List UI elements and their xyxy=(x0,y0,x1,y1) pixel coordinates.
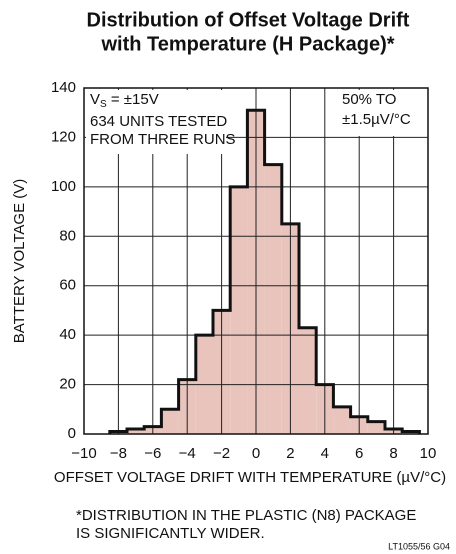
bar xyxy=(230,186,248,434)
x-tick-label: −4 xyxy=(179,445,196,462)
supply-text: = ±15V xyxy=(107,91,159,108)
x-tick-label: 10 xyxy=(420,445,437,462)
plot-frame xyxy=(83,87,429,435)
figure-code: LT1055/56 G04 xyxy=(388,541,450,551)
x-tick-label: 4 xyxy=(321,445,329,462)
x-tick-label: 0 xyxy=(252,445,260,462)
bar xyxy=(127,429,145,434)
x-tick-label: −10 xyxy=(71,445,96,462)
supply-label: VS = ±15V xyxy=(90,91,159,110)
bar xyxy=(367,421,385,434)
footnote: *DISTRIBUTION IN THE PLASTIC (N8) PACKAG… xyxy=(76,507,416,524)
y-tick-label: 40 xyxy=(59,326,76,343)
x-tick-label: −8 xyxy=(110,445,127,462)
x-tick-label: −2 xyxy=(213,445,230,462)
x-tick-label: 8 xyxy=(389,445,397,462)
annotation: FROM THREE RUNS xyxy=(90,131,236,148)
supply-symbol: V xyxy=(90,91,100,108)
y-tick-label: 140 xyxy=(51,79,76,96)
y-tick-label: 60 xyxy=(59,277,76,294)
annotation-bg xyxy=(86,90,226,154)
x-tick-label: 6 xyxy=(355,445,363,462)
annotation: 634 UNITS TESTED xyxy=(90,113,227,130)
bar xyxy=(264,164,282,434)
bar xyxy=(333,406,351,434)
annotation: ±1.5µV/°C xyxy=(342,111,411,128)
y-tick-label: 120 xyxy=(51,128,76,145)
bar xyxy=(161,409,179,434)
x-tick-label: 2 xyxy=(286,445,294,462)
histogram-outline xyxy=(108,108,421,434)
y-tick-label: 0 xyxy=(68,425,76,442)
x-axis-label: OFFSET VOLTAGE DRIFT WITH TEMPERATURE (µ… xyxy=(54,469,446,486)
chart-title: with Temperature (H Package)* xyxy=(100,33,394,55)
x-tick-label: −6 xyxy=(144,445,161,462)
annotation-bg xyxy=(335,90,425,136)
annotation: 50% TO xyxy=(342,91,396,108)
y-axis-label: BATTERY VOLTAGE (V) xyxy=(11,179,28,343)
y-tick-label: 80 xyxy=(59,227,76,244)
bar xyxy=(299,327,317,434)
y-tick-label: 100 xyxy=(51,178,76,195)
y-tick-label: 20 xyxy=(59,376,76,393)
supply-subscript: S xyxy=(100,99,107,110)
footnote: IS SIGNIFICANTLY WIDER. xyxy=(76,525,265,542)
chart-title: Distribution of Offset Voltage Drift xyxy=(87,9,410,31)
